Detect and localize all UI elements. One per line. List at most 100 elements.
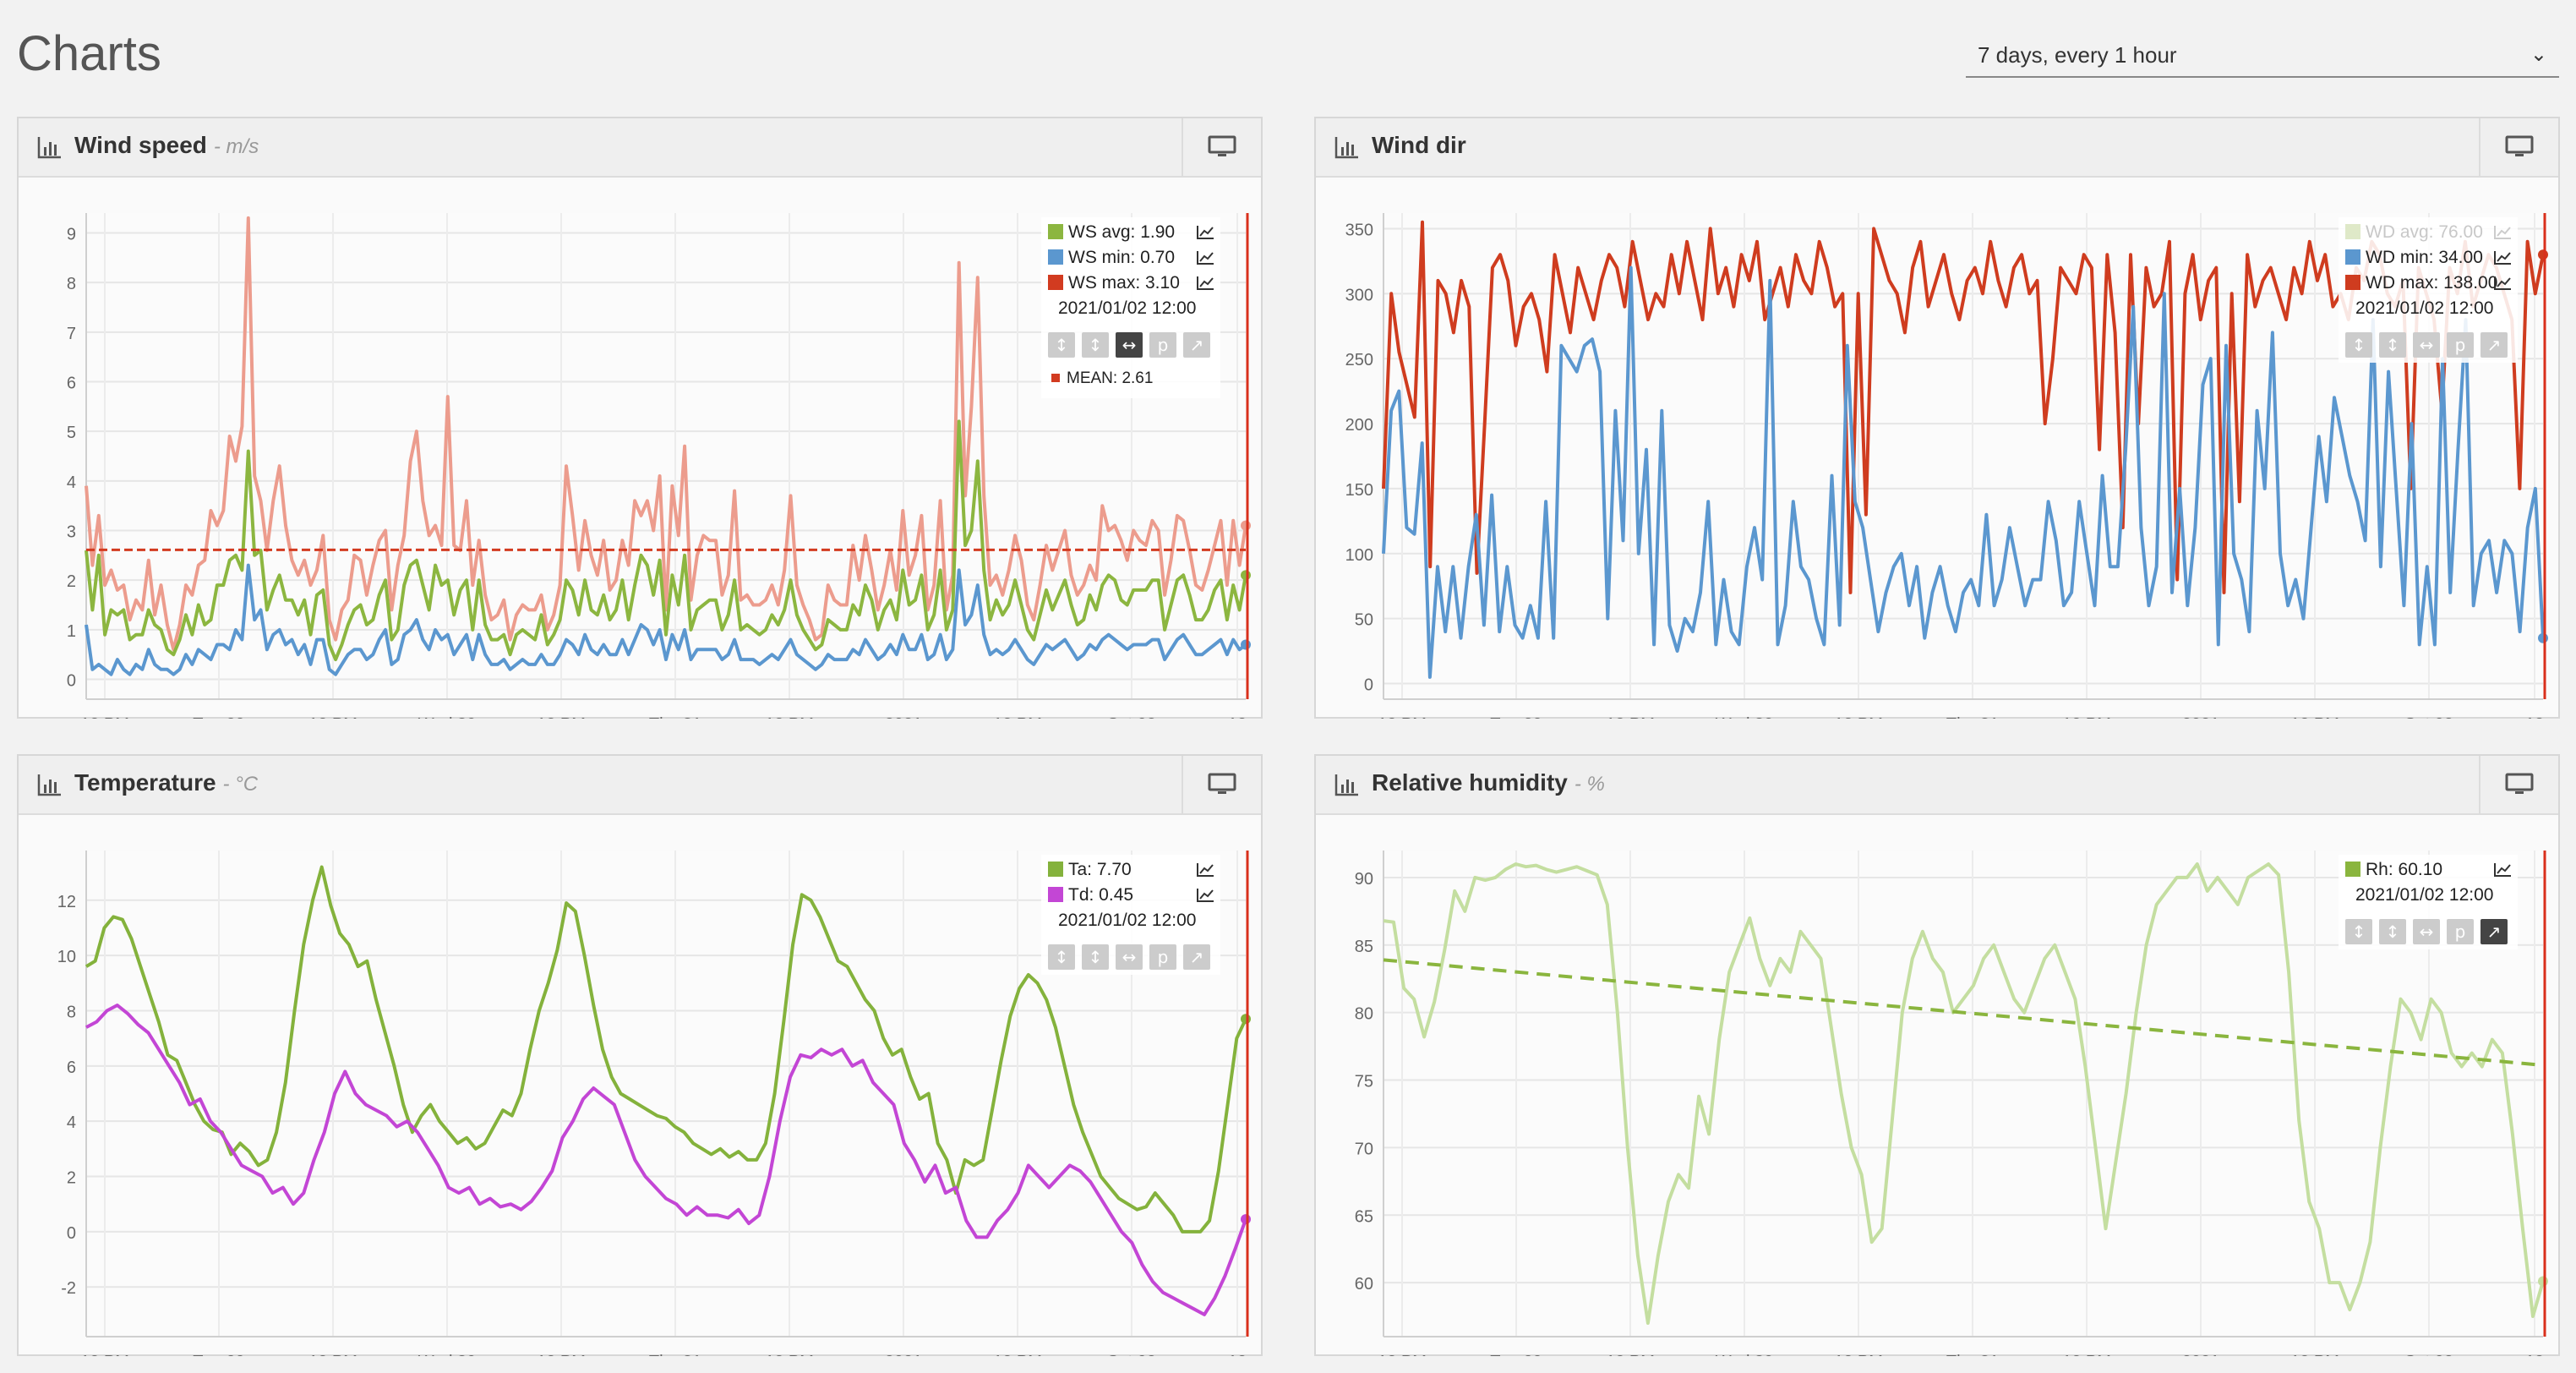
legend-tool-button[interactable]: ↕	[1082, 944, 1109, 970]
series-endpoint-ws-min	[1241, 639, 1251, 650]
x-tick-label: Wed 30	[1716, 1353, 1774, 1356]
legend-tool-glyph: p	[2455, 335, 2466, 355]
time-range-value: 7 days, every 1 hour	[1978, 42, 2177, 68]
y-tick-label: 65	[1355, 1207, 1373, 1226]
series-toggle-icon[interactable]	[1197, 863, 1214, 877]
legend-tool-button[interactable]: ↔	[2413, 919, 2440, 944]
legend-tool-button[interactable]: ↗	[1183, 944, 1210, 970]
series-line-rh[interactable]	[1383, 862, 2545, 1325]
x-tick-label: Tue 29	[1490, 715, 1542, 719]
legend-swatch[interactable]	[2345, 862, 2360, 877]
y-tick-label: 10	[57, 948, 76, 966]
legend-tool-button[interactable]: ↕	[1082, 332, 1109, 358]
legend-tool-button[interactable]: p	[2447, 919, 2474, 944]
x-tick-label: Tue 29	[1490, 1353, 1542, 1356]
legend-tool-glyph: ↗	[2487, 335, 2502, 355]
legend-tool-glyph: ↗	[1190, 335, 1204, 355]
x-tick-label: 12 PM	[765, 1353, 814, 1356]
legend-tool-button[interactable]: ↕	[1048, 332, 1075, 358]
x-tick-label: Sat 02	[2404, 1353, 2453, 1356]
series-line-ws-max[interactable]	[85, 216, 1247, 652]
wind-dir-chart[interactable]: 0 50 100 150 200 250 300 350 12 PM Tue 29 12 PM Wed…	[1316, 178, 2558, 719]
legend-tool-button[interactable]: ↕	[2379, 332, 2406, 358]
fullscreen-button[interactable]	[1182, 756, 1261, 813]
legend-entry-label: WD min: 34.00	[2366, 248, 2483, 267]
y-tick-label: 0	[67, 1224, 76, 1243]
legend-tool-button[interactable]: p	[1149, 332, 1176, 358]
legend-tool-button[interactable]: ↗	[2480, 919, 2508, 944]
x-tick-label: Thu 31	[1946, 715, 1999, 719]
legend-tool-button[interactable]: p	[1149, 944, 1176, 970]
temperature-chart[interactable]: -2 0 2 4 6 8 10 12 12 PM Tue 29 12 PM Wed 30 12 PM Th…	[19, 815, 1261, 1356]
series-endpoint-ws-avg	[1241, 570, 1251, 581]
x-tick-label: 12 PM	[1378, 1353, 1427, 1356]
y-tick-label: 250	[1345, 351, 1373, 369]
series-toggle-icon[interactable]	[1197, 276, 1214, 290]
fullscreen-button[interactable]	[2479, 118, 2558, 176]
x-tick-label: Thu 31	[649, 715, 701, 719]
series-toggle-icon[interactable]	[2494, 276, 2511, 290]
series-toggle-icon[interactable]	[2494, 863, 2511, 877]
fullscreen-button[interactable]	[1182, 118, 1261, 176]
legend-tool-button[interactable]: ↔	[1116, 944, 1143, 970]
legend-swatch[interactable]	[1048, 887, 1063, 902]
fullscreen-button[interactable]	[2479, 756, 2558, 813]
x-tick-label: 12 PM	[537, 715, 586, 719]
legend-swatch[interactable]	[2345, 275, 2360, 290]
series-toggle-icon[interactable]	[2494, 226, 2511, 239]
legend-tool-glyph: p	[1158, 947, 1169, 967]
legend-tool-button[interactable]: ↗	[2480, 332, 2508, 358]
series-toggle-icon[interactable]	[1197, 251, 1214, 265]
panel-temperature: Temperature- °C -2 0 2 4 6 8 10 12 12 PM Tue 29 12…	[17, 754, 1263, 1356]
series-toggle-icon[interactable]	[1197, 226, 1214, 239]
y-tick-label: 6	[67, 1058, 76, 1077]
time-range-select[interactable]: 7 days, every 1 hour ⌄	[1966, 34, 2559, 78]
panel-title: Wind speed - m/s	[74, 132, 259, 158]
legend-swatch[interactable]	[1048, 862, 1063, 877]
legend-swatch[interactable]	[2345, 249, 2360, 265]
legend-tool-button[interactable]: ↔	[2413, 332, 2440, 358]
legend-swatch[interactable]	[1048, 249, 1063, 265]
relative-humidity-chart[interactable]: 60 65 70 75 80 85 90 12 PM Tue 29 12 PM Wed 30 12 P…	[1316, 815, 2558, 1356]
legend-tool-button[interactable]: ↔	[1116, 332, 1143, 358]
legend-tool-button[interactable]: ↕	[2379, 919, 2406, 944]
x-tick-label: Thu 31	[1946, 1353, 1999, 1356]
series-line-ws-avg[interactable]	[85, 419, 1247, 662]
series-line-td[interactable]	[85, 1004, 1247, 1316]
legend-tool-button[interactable]: ↗	[1183, 332, 1210, 358]
bar-chart-icon	[1334, 774, 1358, 796]
y-tick-label: 75	[1355, 1073, 1373, 1091]
y-tick-label: 350	[1345, 221, 1373, 239]
legend-tool-button[interactable]: ↕	[2345, 332, 2372, 358]
y-tick-label: 0	[67, 672, 76, 691]
legend-swatch[interactable]	[1048, 224, 1063, 239]
legend-tool-button[interactable]: p	[2447, 332, 2474, 358]
panel-title: Wind dir	[1372, 132, 1466, 158]
legend-swatch[interactable]	[1048, 275, 1063, 290]
x-tick-label: 12	[1228, 1353, 1247, 1356]
x-tick-label: 12 PM	[308, 1353, 357, 1356]
legend-swatch[interactable]	[2345, 224, 2360, 239]
legend-time: 2021/01/02 12:00	[1058, 298, 1197, 318]
legend-tool-button[interactable]: ↕	[1048, 944, 1075, 970]
legend-tool-glyph: p	[2455, 922, 2466, 942]
wind-speed-chart[interactable]: 012345678912 PMTue 2912 PMWed 3012 PMThu…	[19, 178, 1261, 719]
trend-line	[1383, 958, 2544, 1067]
y-tick-label: 150	[1345, 481, 1373, 500]
legend-tool-glyph: ↕	[2386, 335, 2400, 355]
series-line-ta[interactable]	[85, 865, 1247, 1234]
series-line-ws-min[interactable]	[85, 563, 1247, 676]
x-tick-label: 12 PM	[993, 1353, 1042, 1356]
series-toggle-icon[interactable]	[2494, 251, 2511, 265]
x-tick-label: 12 PM	[80, 715, 129, 719]
x-tick-label: 12 PM	[308, 715, 357, 719]
legend-entry-label: WS avg: 1.90	[1068, 222, 1175, 242]
legend-tool-button[interactable]: ↕	[2345, 919, 2372, 944]
x-tick-label: 12 PM	[1834, 715, 1883, 719]
monitor-icon	[1208, 135, 1236, 156]
y-tick-label: 5	[67, 424, 76, 442]
series-endpoint-ta	[1241, 1014, 1251, 1025]
series-toggle-icon[interactable]	[1197, 889, 1214, 902]
series-line-wd-min[interactable]	[1382, 265, 2545, 679]
x-tick-label: 12	[2525, 715, 2544, 719]
